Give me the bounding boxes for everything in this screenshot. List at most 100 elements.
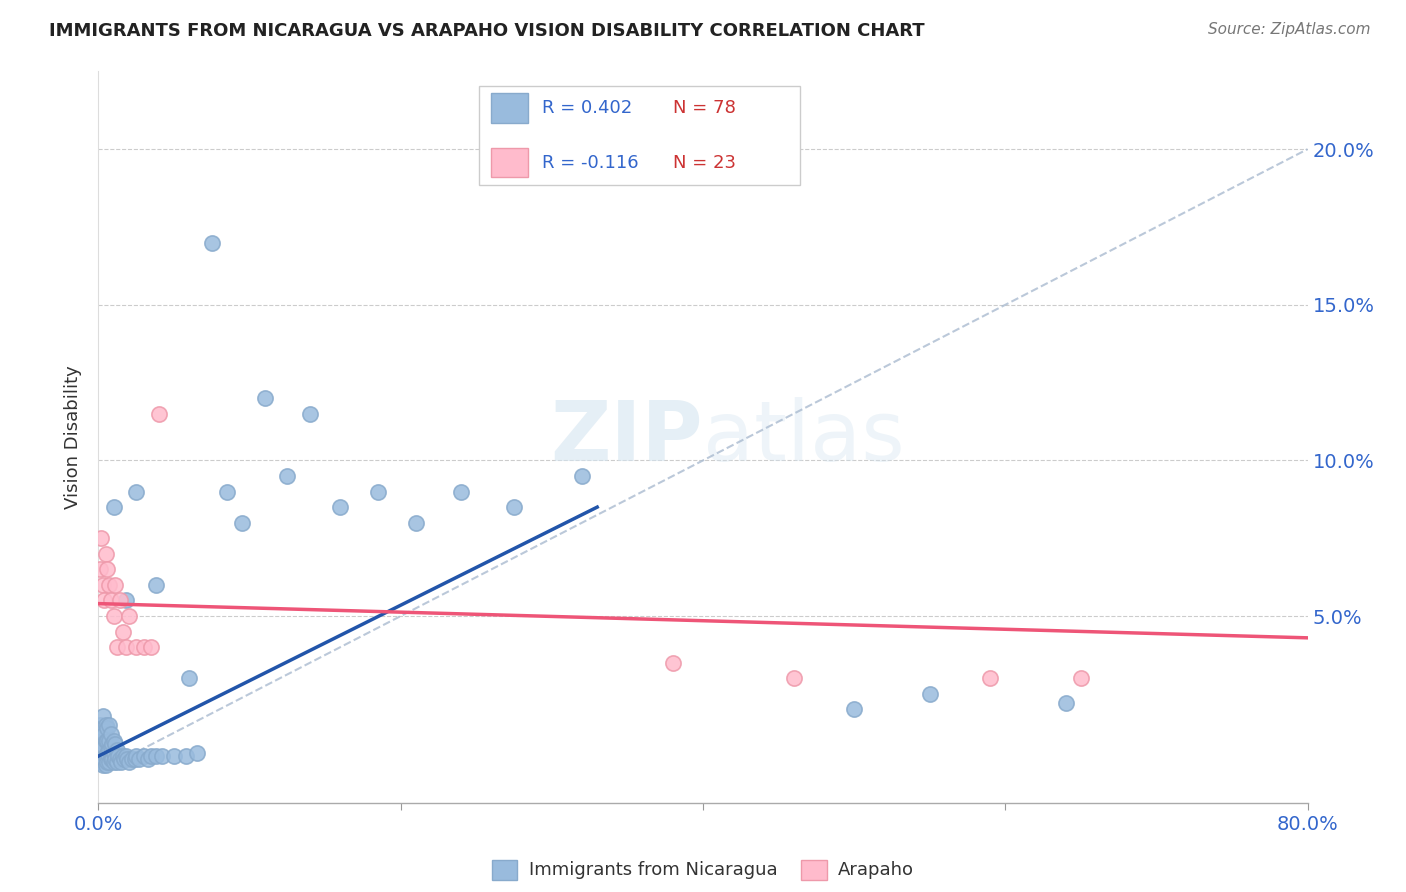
Point (94, 718, 117, 732)
FancyBboxPatch shape (479, 86, 800, 185)
Point (100, 593, 122, 607)
Point (104, 737, 127, 751)
Point (405, 516, 427, 530)
Point (93, 727, 115, 741)
Point (114, 749, 136, 764)
Point (96, 721, 118, 735)
Text: N = 78: N = 78 (672, 99, 735, 117)
Point (132, 640, 155, 655)
Point (503, 500, 526, 515)
Point (103, 733, 125, 747)
Point (98, 718, 121, 732)
Point (89, 733, 111, 747)
Point (96, 746, 118, 760)
Point (108, 752, 131, 766)
Point (1054, 696, 1077, 710)
Point (231, 516, 253, 530)
Point (114, 593, 136, 607)
Point (145, 749, 167, 764)
Point (94, 733, 117, 747)
Point (98, 578, 121, 592)
Point (103, 609, 125, 624)
Point (141, 749, 163, 764)
Text: Arapaho: Arapaho (838, 861, 914, 879)
Point (299, 407, 322, 421)
Point (112, 752, 135, 766)
Point (145, 578, 167, 592)
Point (101, 752, 124, 766)
Point (91, 758, 114, 772)
Point (276, 469, 298, 483)
Point (100, 752, 122, 766)
Point (125, 484, 148, 499)
Text: ZIP: ZIP (551, 397, 703, 477)
Point (103, 746, 125, 760)
Point (90, 727, 112, 741)
Point (101, 737, 124, 751)
Point (141, 640, 163, 655)
Point (96, 733, 118, 747)
Point (107, 749, 129, 764)
Point (111, 624, 134, 639)
Point (91, 578, 114, 592)
Point (979, 671, 1001, 685)
Point (105, 640, 128, 655)
Text: R = 0.402: R = 0.402 (543, 99, 633, 117)
Point (90, 531, 112, 545)
Point (186, 746, 208, 760)
Point (571, 469, 593, 483)
Point (128, 752, 150, 766)
Point (89, 562, 111, 576)
Point (103, 500, 125, 515)
Point (100, 739, 122, 754)
Point (118, 609, 141, 624)
Point (89, 718, 111, 732)
Point (98, 756, 121, 770)
Point (201, 235, 224, 250)
Point (91, 708, 114, 723)
Point (174, 749, 197, 764)
Point (125, 640, 148, 655)
Point (89, 749, 111, 764)
Point (163, 749, 186, 764)
Text: atlas: atlas (703, 397, 904, 477)
Point (118, 756, 141, 770)
Point (94, 749, 117, 764)
Point (179, 671, 201, 685)
Point (105, 756, 128, 770)
Point (104, 752, 127, 766)
Point (111, 749, 134, 764)
Point (90, 739, 112, 754)
Y-axis label: Vision Disability: Vision Disability (65, 365, 83, 509)
Text: IMMIGRANTS FROM NICARAGUA VS ARAPAHO VISION DISABILITY CORRELATION CHART: IMMIGRANTS FROM NICARAGUA VS ARAPAHO VIS… (49, 22, 925, 40)
Text: Source: ZipAtlas.com: Source: ZipAtlas.com (1208, 22, 1371, 37)
Point (450, 484, 472, 499)
Point (91, 746, 114, 760)
Point (108, 593, 131, 607)
Point (103, 756, 125, 770)
Point (91, 733, 114, 747)
Point (918, 687, 941, 701)
Point (121, 752, 143, 766)
Point (93, 739, 115, 754)
Point (661, 656, 683, 670)
Point (98, 743, 121, 757)
Point (1070, 671, 1092, 685)
Point (96, 562, 118, 576)
Text: Immigrants from Nicaragua: Immigrants from Nicaragua (529, 861, 778, 879)
Point (96, 756, 118, 770)
Point (132, 749, 155, 764)
Point (94, 547, 117, 561)
Point (844, 702, 866, 716)
Point (125, 749, 148, 764)
Point (115, 752, 138, 766)
Point (104, 578, 127, 592)
Point (105, 743, 128, 757)
Point (329, 500, 352, 515)
Point (136, 752, 159, 766)
Point (94, 758, 117, 772)
Point (367, 484, 389, 499)
Point (90, 756, 112, 770)
Point (110, 756, 132, 770)
Point (100, 727, 122, 741)
